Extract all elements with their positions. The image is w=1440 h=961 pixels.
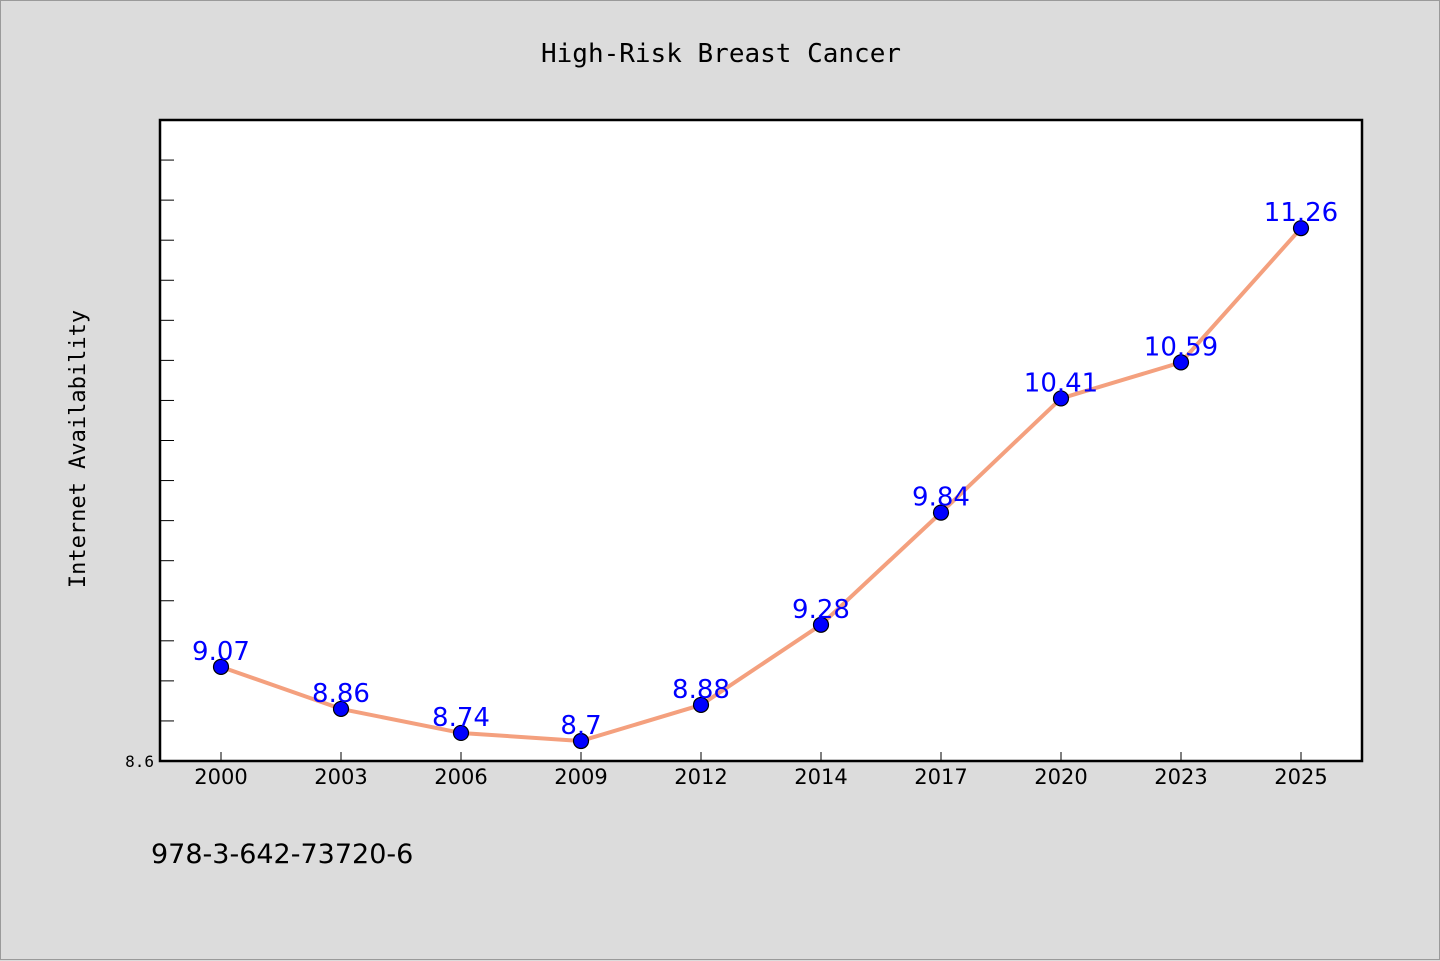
data-label: 11.26 [1264, 198, 1338, 228]
chart-title: High-Risk Breast Cancer [541, 39, 901, 69]
series-line [219, 226, 1303, 743]
data-label: 9.28 [792, 595, 850, 625]
x-tick-label: 2020 [1034, 765, 1087, 789]
data-label: 8.88 [672, 675, 730, 705]
data-label: 9.07 [192, 637, 250, 667]
data-label: 8.74 [432, 703, 490, 733]
x-tick-label: 2017 [914, 765, 967, 789]
data-label: 10.59 [1144, 332, 1218, 362]
x-tick-label: 2023 [1154, 765, 1207, 789]
data-label: 10.41 [1024, 368, 1098, 398]
data-point [812, 616, 830, 633]
y-axis-label: Internet Availability [66, 310, 91, 588]
x-tick-label: 2006 [434, 765, 487, 789]
y-axis-ticks: 8.6 [125, 119, 174, 771]
data-point [932, 504, 950, 521]
data-label: 8.7 [560, 711, 601, 741]
x-tick-label: 2009 [554, 765, 607, 789]
data-point [692, 696, 710, 714]
data-point [1292, 220, 1310, 237]
data-point [1052, 390, 1070, 407]
x-tick-label: 2012 [674, 765, 727, 789]
x-tick-label: 2000 [194, 765, 247, 789]
data-point [572, 732, 590, 750]
x-tick-label: 2003 [314, 765, 367, 789]
x-tick-label: 2014 [794, 765, 847, 789]
data-point [452, 724, 470, 742]
plot-area [158, 118, 1364, 763]
data-label: 9.84 [912, 483, 970, 513]
data-point [212, 658, 230, 675]
data-point [332, 700, 350, 718]
series-group: 9.07 8.86 8.74 8.7 8.88 9.28 9.84 10.41 10.59 11.… [192, 198, 1338, 750]
x-axis-ticks: 2000 2003 2006 2009 2012 2014 2017 2020 2023 2025 [194, 752, 1328, 789]
footer-isbn: 978-3-642-73720-6 [151, 839, 413, 870]
x-tick-label: 2025 [1274, 765, 1327, 789]
data-label: 8.86 [312, 679, 370, 709]
y-tick-label: 8.6 [125, 752, 154, 771]
data-point [1172, 354, 1190, 371]
